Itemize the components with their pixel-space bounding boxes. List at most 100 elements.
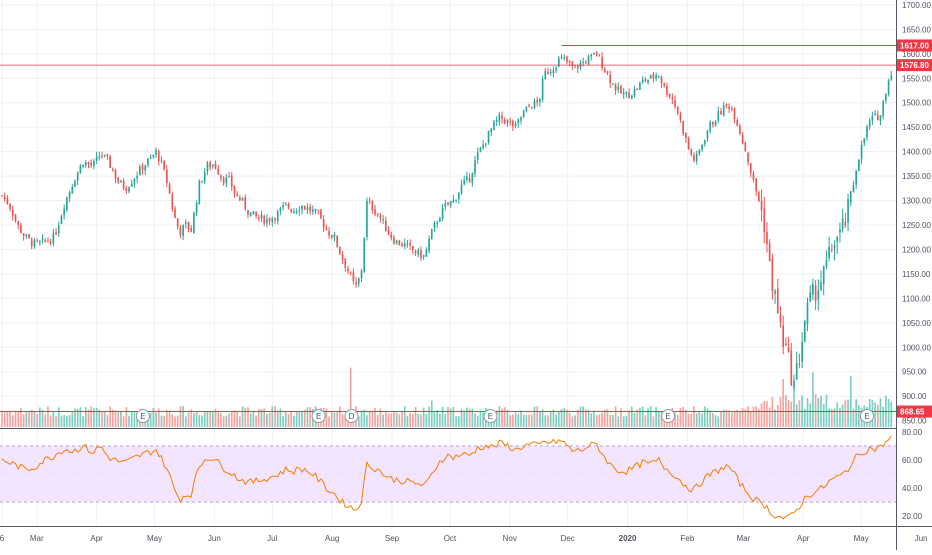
candle-body (587, 56, 590, 65)
candle-body (566, 56, 568, 62)
volume-bar (17, 411, 20, 427)
candle-body (393, 237, 395, 244)
candle-body (690, 149, 693, 155)
candle-body (98, 156, 101, 158)
candle-body (522, 110, 525, 117)
volume-bar (374, 407, 376, 427)
volume-bar (782, 379, 785, 427)
volume-bar (174, 416, 176, 427)
volume-bar (325, 408, 328, 427)
candle-body (657, 76, 660, 78)
candle-body (333, 234, 336, 238)
volume-bar (166, 410, 168, 427)
volume-bar (695, 413, 698, 427)
candle-body (863, 138, 866, 144)
volume-bar (244, 407, 247, 427)
level-badge-label: 1617.00 (900, 41, 929, 50)
volume-bar (776, 405, 779, 427)
volume-bar (647, 408, 649, 427)
volume-bar (676, 414, 679, 427)
volume-bar (768, 407, 771, 427)
event-marker[interactable]: E (483, 409, 498, 423)
rsi-line (1, 435, 892, 520)
time-tick-label: Jun (208, 534, 221, 543)
volume-bar (793, 387, 795, 427)
volume-bar (93, 408, 95, 427)
volume-bar (163, 415, 166, 427)
volume-bar (84, 406, 87, 427)
candle-body (190, 227, 193, 232)
volume-bar (585, 409, 587, 427)
candle-body (339, 246, 341, 254)
time-tick-label: Nov (503, 534, 517, 543)
volume-bar (76, 408, 79, 427)
candle-body (882, 100, 885, 116)
candle-body (174, 208, 176, 218)
volume-bar (230, 412, 233, 427)
candle-body (206, 162, 209, 172)
volume-bar (309, 406, 311, 427)
candle-body (495, 120, 498, 123)
volume-bar (249, 413, 252, 427)
volume-bar (536, 406, 539, 427)
candle-body (817, 290, 820, 300)
candle-body (403, 243, 406, 247)
candle-body (249, 212, 252, 216)
volume-bar (401, 411, 403, 427)
time-tick-label: Mar (737, 534, 751, 543)
candle-body (660, 76, 663, 84)
time-tick-label: Dec (561, 534, 575, 543)
candle-body (166, 169, 168, 184)
price-tick-label: 1650.00 (902, 25, 931, 34)
volume-bar (25, 412, 28, 427)
volume-bar (209, 411, 211, 427)
volume-bar (306, 407, 309, 427)
candle-body (547, 71, 549, 74)
event-marker[interactable]: E (859, 409, 874, 423)
volume-bar (28, 411, 30, 427)
candle-body (847, 199, 849, 223)
volume-bar (49, 415, 52, 427)
volume-bar (525, 414, 528, 427)
volume-bar (390, 413, 393, 427)
candle-body (733, 107, 736, 120)
candle-body (679, 114, 682, 121)
volume-bar (760, 403, 763, 427)
volume-bar (498, 406, 501, 427)
volume-bar (130, 410, 133, 427)
candle-body (233, 186, 236, 194)
event-marker[interactable]: E (311, 409, 326, 423)
candle-body (266, 219, 268, 224)
candle-body (9, 203, 11, 209)
volume-bar (476, 415, 479, 427)
volume-bar (36, 414, 38, 427)
horizontal-levels[interactable] (0, 44, 896, 413)
candle-body (328, 231, 330, 236)
candle-body (441, 207, 444, 219)
volume-bar (330, 411, 333, 427)
candle-body (293, 211, 295, 213)
candle-body (609, 74, 612, 84)
volume-bar (595, 414, 598, 427)
volume-bar (887, 398, 890, 427)
candle-body (482, 144, 484, 148)
candle-body (228, 176, 230, 178)
candle-body (528, 105, 530, 107)
candle-body (41, 238, 44, 240)
candle-body (787, 347, 790, 351)
event-marker[interactable]: E (661, 409, 676, 423)
candle-body (239, 197, 241, 201)
event-marker-circle (483, 409, 498, 423)
candle-body (139, 166, 141, 176)
candle-body (833, 245, 836, 249)
event-marker-label: D (349, 412, 355, 421)
volume-bar (549, 411, 552, 427)
volume-bar (201, 415, 203, 427)
event-marker[interactable]: E (135, 409, 150, 423)
candle-body (525, 106, 528, 111)
event-marker[interactable]: D (344, 409, 359, 423)
volume-bar (301, 410, 303, 427)
price-tick-label: 1500.00 (902, 99, 931, 108)
